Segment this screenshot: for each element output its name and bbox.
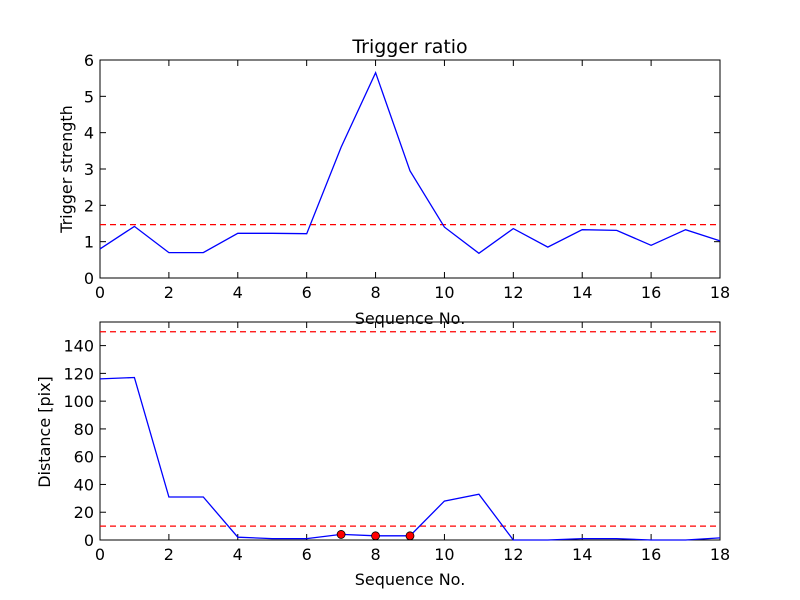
x-tick-label: 2 xyxy=(164,283,174,302)
data-marker xyxy=(336,530,346,539)
x-tick-label: 10 xyxy=(434,283,454,302)
y-tick-label: 20 xyxy=(74,503,94,522)
y-tick-label: 140 xyxy=(63,337,94,356)
y-axis-label-top: Trigger strength xyxy=(57,105,76,234)
y-tick-label: 40 xyxy=(74,475,94,494)
y-tick-label: 100 xyxy=(63,392,94,411)
chart-title-top: Trigger ratio xyxy=(351,36,467,58)
panel-distance: 0 2 4 6 8 10 12 14 16 18 0 20 40 60 80 100 120 140 xyxy=(63,321,730,564)
x-tick-label: 2 xyxy=(164,545,174,564)
y-tick-label: 1 xyxy=(84,233,94,252)
x-tick-label: 6 xyxy=(302,283,312,302)
y-tick-label: 3 xyxy=(84,160,94,179)
y-tick-label: 2 xyxy=(84,196,94,215)
x-tick-label: 8 xyxy=(370,283,380,302)
y-tick-label: 120 xyxy=(63,364,94,383)
x-tick-label: 16 xyxy=(641,283,661,302)
series-line xyxy=(99,70,721,255)
x-tick-label: 18 xyxy=(710,283,730,302)
y-tick-label: 4 xyxy=(84,124,94,143)
x-tick-label: 16 xyxy=(641,545,661,564)
x-tick-label: 10 xyxy=(434,545,454,564)
x-axis-label-bottom: Sequence No. xyxy=(355,570,466,589)
x-tick-label: 8 xyxy=(370,545,380,564)
x-tick-label: 4 xyxy=(233,283,243,302)
x-axis-label-top: Sequence No. xyxy=(355,309,466,328)
x-tick-label: 6 xyxy=(302,545,312,564)
y-tick-label: 5 xyxy=(84,87,94,106)
x-tick-label: 12 xyxy=(503,545,523,564)
y-tick-label: 0 xyxy=(84,531,94,550)
x-tick-label: 18 xyxy=(710,545,730,564)
y-tick-label: 60 xyxy=(74,448,94,467)
x-tick-label: 12 xyxy=(503,283,523,302)
y-tick-label: 6 xyxy=(84,51,94,70)
x-tick-label: 14 xyxy=(572,283,592,302)
x-tick-label: 0 xyxy=(95,545,105,564)
data-marker xyxy=(371,531,380,541)
y-tick-label: 0 xyxy=(84,269,94,288)
y-tick-label: 80 xyxy=(74,420,94,439)
x-tick-label: 0 xyxy=(95,283,105,302)
data-marker xyxy=(405,531,415,541)
x-tick-label: 14 xyxy=(572,545,592,564)
y-axis-label-bottom: Distance [pix] xyxy=(35,376,54,488)
x-tick-label: 4 xyxy=(233,545,243,564)
